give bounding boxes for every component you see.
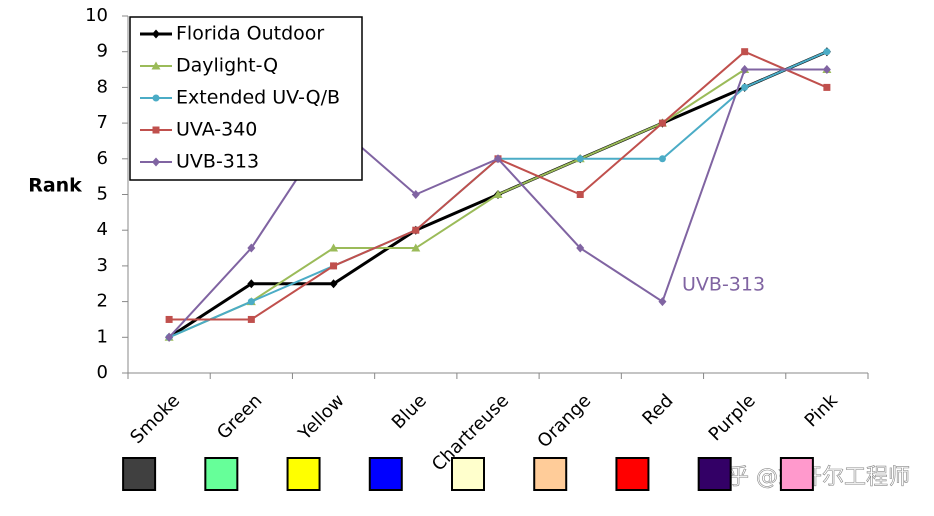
marker xyxy=(576,191,584,198)
legend-label: Florida Outdoor xyxy=(176,23,324,45)
legend-label: Daylight-Q xyxy=(176,55,278,77)
marker xyxy=(329,279,338,289)
marker xyxy=(658,119,666,127)
legend-marker xyxy=(152,29,160,39)
legend-marker xyxy=(152,94,160,102)
x-tick-label: Smoke xyxy=(126,390,184,448)
y-tick-label: 9 xyxy=(97,41,108,62)
marker xyxy=(658,155,666,163)
x-tick-label: Orange xyxy=(533,390,595,452)
color-swatch xyxy=(451,457,485,491)
x-tick-label: Green xyxy=(213,390,266,443)
y-tick-label: 3 xyxy=(97,255,108,276)
marker xyxy=(165,332,174,342)
x-tick-label: Yellow xyxy=(294,390,349,445)
y-tick-label: 0 xyxy=(97,362,108,383)
marker xyxy=(494,154,502,164)
color-swatch xyxy=(122,457,157,491)
marker xyxy=(330,262,338,270)
x-tick-label: Pink xyxy=(801,390,843,432)
y-tick-label: 8 xyxy=(97,76,108,97)
color-swatch xyxy=(286,457,321,491)
legend-label: UVB-313 xyxy=(176,151,259,173)
legend-marker xyxy=(152,157,160,167)
color-swatch xyxy=(779,457,814,491)
marker xyxy=(247,315,255,323)
marker xyxy=(823,83,831,91)
legend-marker xyxy=(151,61,161,70)
annotation: UVB-313 xyxy=(682,274,765,296)
marker xyxy=(411,190,420,199)
marker xyxy=(576,155,584,163)
legend-label: UVA-340 xyxy=(176,119,257,141)
marker xyxy=(822,65,831,75)
y-tick-label: 5 xyxy=(97,184,108,205)
color-swatch xyxy=(204,457,239,491)
marker xyxy=(329,243,339,252)
y-tick-label: 2 xyxy=(97,291,108,312)
color-swatch xyxy=(368,457,403,491)
y-tick-label: 10 xyxy=(85,5,108,26)
color-swatch xyxy=(533,457,568,491)
legend-label: Extended UV-Q/B xyxy=(176,87,340,109)
x-tick-label: Red xyxy=(638,390,677,429)
y-tick-label: 7 xyxy=(97,112,108,133)
y-tick-label: 6 xyxy=(97,148,108,169)
x-tick-label: Blue xyxy=(388,390,431,433)
marker xyxy=(165,315,173,323)
marker xyxy=(247,243,256,253)
legend-marker xyxy=(152,126,160,134)
marker xyxy=(658,297,667,307)
marker xyxy=(741,48,749,56)
y-axis-label: Rank xyxy=(28,175,82,197)
marker xyxy=(493,190,503,198)
marker xyxy=(740,65,749,75)
y-tick-label: 1 xyxy=(97,326,108,347)
x-tick-label: Purple xyxy=(705,390,760,445)
marker xyxy=(411,243,421,252)
marker xyxy=(576,243,585,253)
marker xyxy=(741,83,749,91)
color-swatch xyxy=(697,457,732,491)
marker xyxy=(823,48,831,56)
marker xyxy=(247,279,256,289)
y-tick-label: 4 xyxy=(97,219,108,240)
marker xyxy=(412,226,420,234)
color-swatch xyxy=(615,457,650,491)
marker xyxy=(247,298,255,306)
